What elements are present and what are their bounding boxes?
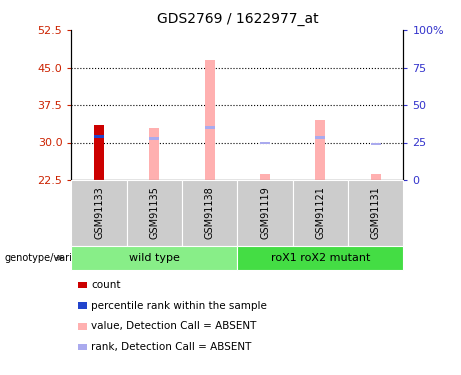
Bar (315, 120, 325, 180)
Text: GSM91133: GSM91133 (94, 186, 104, 239)
Bar (371, 143, 381, 145)
Bar (315, 136, 325, 139)
Title: GDS2769 / 1622977_at: GDS2769 / 1622977_at (157, 12, 318, 26)
Bar (371, 174, 381, 180)
Bar (205, 126, 215, 129)
Text: count: count (91, 280, 121, 290)
Text: GSM91131: GSM91131 (371, 186, 381, 239)
Text: GSM91138: GSM91138 (205, 186, 215, 239)
Text: percentile rank within the sample: percentile rank within the sample (91, 301, 267, 310)
Bar (149, 137, 160, 140)
Bar (94, 135, 104, 138)
Bar (149, 128, 160, 180)
Bar (205, 60, 215, 180)
Text: roX1 roX2 mutant: roX1 roX2 mutant (271, 253, 370, 263)
Text: genotype/variation: genotype/variation (5, 253, 97, 263)
Text: rank, Detection Call = ABSENT: rank, Detection Call = ABSENT (91, 342, 252, 352)
Bar (260, 142, 270, 144)
Text: GSM91121: GSM91121 (315, 186, 325, 239)
Text: GSM91119: GSM91119 (260, 186, 270, 239)
Bar (94, 125, 104, 180)
Text: GSM91135: GSM91135 (149, 186, 160, 239)
Text: value, Detection Call = ABSENT: value, Detection Call = ABSENT (91, 321, 257, 331)
Text: wild type: wild type (129, 253, 180, 263)
Bar (260, 174, 270, 180)
